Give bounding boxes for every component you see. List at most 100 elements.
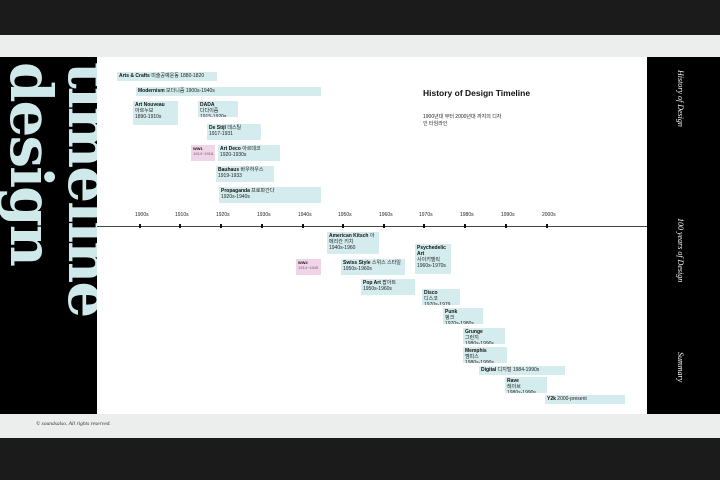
movement-korean: 아르데코 <box>240 146 261 152</box>
page-title: History of Design Timeline <box>423 88 531 98</box>
movement-name: Pop Art <box>363 280 381 286</box>
movement-modernism: Modernism 모더니즘 1900s-1940s <box>136 87 321 96</box>
movement-de-stijl: De Stijl 데스틸 1917-1931 <box>207 124 261 140</box>
axis-year-label: 1920s <box>216 212 230 218</box>
axis-year-label: 1990s <box>501 212 515 218</box>
movement-name: American Kitsch <box>329 233 369 239</box>
axis-tick <box>220 224 222 228</box>
movement-punk: Punk 펑크 1970s-1980s <box>443 308 483 324</box>
movement-name: Rave <box>507 378 519 384</box>
movement-years: 1950s-1960s <box>343 266 372 272</box>
movement-korean: 아메리칸 키치 <box>329 233 375 245</box>
right-label-summary: Summary <box>676 352 685 383</box>
movement-digital: Digital 디지털 1984-1990s <box>479 366 565 375</box>
axis-tick <box>423 224 425 228</box>
axis-year-label: 1980s <box>460 212 474 218</box>
movement-memphis: Memphis 멤피스 1980s-1990s <box>463 347 507 363</box>
movement-name: Arts & Crafts <box>119 73 150 79</box>
movement-grunge: Grunge 그런지 1980s-1990s <box>463 328 505 344</box>
movement-years: 1980s-1990s <box>465 360 494 363</box>
axis-tick <box>383 224 385 228</box>
movement-years: 1980s-1990s <box>507 390 536 393</box>
movement-name: De Stijl <box>209 125 226 131</box>
movement-korean: 디스코 <box>424 296 438 302</box>
top-black-band <box>0 0 720 35</box>
movement-art-deco: Art Deco 아르데코 1920-1930s <box>218 145 280 161</box>
movement-name: Punk <box>445 309 458 315</box>
movement-pop-art: Pop Art 팝아트 1950s-1960s <box>361 279 415 295</box>
movement-name: Grunge <box>465 329 483 335</box>
axis-year-label: 1930s <box>257 212 271 218</box>
axis-tick <box>464 224 466 228</box>
footer-strip <box>0 414 720 438</box>
movement-years: 1950s-1960s <box>363 286 392 292</box>
movement-korean: 아르누보 <box>135 108 154 114</box>
movement-years: 1914~1918 <box>193 151 214 156</box>
axis-year-label: 1900s <box>135 212 149 218</box>
bottom-black-band <box>0 438 720 480</box>
movement-name: Modernism <box>138 88 165 94</box>
axis-tick <box>261 224 263 228</box>
axis-tick <box>302 224 304 228</box>
movement-name: Digital <box>481 367 497 373</box>
movement-korean: 레이브 <box>507 384 521 390</box>
movement-korean: 바우하우스 <box>239 167 264 173</box>
movement-name: DADA <box>200 102 215 108</box>
movement-rave: Rave 레이브 1980s-1990s <box>505 377 547 393</box>
movement-korean: 사이키델릭 <box>417 257 441 263</box>
movement-american-kitsch: American Kitsch 아메리칸 키치 1940s-1960 <box>327 232 379 254</box>
side-word-design: design <box>0 62 65 265</box>
footer-copyright: © soundsalso. All rights reserved. <box>36 421 111 427</box>
movement-name: Propaganda <box>221 188 250 194</box>
movement-ww1: WW1 1914~1918 <box>191 145 215 161</box>
movement-years: 1940s-1960 <box>329 245 356 251</box>
movement-years: 1914~1945 <box>298 265 319 270</box>
movement-years: 1915-1920s <box>200 114 227 117</box>
axis-year-label: 1970s <box>419 212 433 218</box>
axis-year-label: 1950s <box>338 212 352 218</box>
movement-disco: Disco 디스코 1970s-1979 <box>422 289 460 305</box>
movement-psychedelic-art: Psychedelic Art 사이키델릭 1960s-1970s <box>415 244 451 274</box>
right-label-100-years: 100 years of Design <box>676 218 685 283</box>
movement-korean: 그런지 <box>465 335 479 341</box>
movement-swiss-style: Swiss Style 스위스 스타일 1950s-1960s <box>341 259 405 275</box>
right-label-history: History of Design <box>676 70 685 127</box>
movement-name: WW1 <box>193 146 203 151</box>
movement-arts-crafts: Arts & Crafts 미술공예운동 1880-1820 <box>117 72 217 81</box>
axis-year-label: 1940s <box>298 212 312 218</box>
movement-name: Memphis <box>465 348 487 354</box>
movement-years: 1920-1930s <box>220 152 247 158</box>
axis-tick <box>342 224 344 228</box>
movement-years: 1960s-1970s <box>417 263 446 269</box>
movement-years: 1917-1931 <box>209 131 233 137</box>
movement-detail: 모더니즘 1900s-1940s <box>164 88 215 94</box>
movement-bauhaus: Bauhaus 바우하우스 1919-1933 <box>216 166 274 182</box>
movement-propaganda: Propaganda 프로파간다 1920s-1940s <box>219 187 321 203</box>
page-subtitle: 1900년대 부터 2000년대 까지의 디자인 타임라인 <box>423 114 502 127</box>
movement-name: Swiss Style <box>343 260 371 266</box>
movement-korean: 다다이즘 <box>200 108 219 114</box>
axis-year-label: 1960s <box>379 212 393 218</box>
movement-korean: 팝아트 <box>380 280 397 286</box>
movement-name: Psychedelic Art <box>417 245 446 257</box>
movement-detail: 미술공예운동 1880-1820 <box>149 73 205 79</box>
movement-ww2: WW2 1914~1945 <box>296 259 321 275</box>
movement-years: 1970s-1980s <box>445 321 474 324</box>
axis-tick <box>546 224 548 228</box>
movement-name: Bauhaus <box>218 167 240 173</box>
axis-tick <box>179 224 181 228</box>
movement-korean: 스위스 스타일 <box>370 260 401 266</box>
movement-name: Disco <box>424 290 438 296</box>
movement-korean: 멤피스 <box>465 354 479 360</box>
movement-name: Art Deco <box>220 146 241 152</box>
movement-detail: 2000-present <box>555 396 587 402</box>
movement-korean: 프로파간다 <box>249 188 275 194</box>
axis-year-label: 1910s <box>175 212 189 218</box>
movement-years: 1919-1933 <box>218 173 242 179</box>
movement-detail: 디지털 1984-1990s <box>496 367 540 373</box>
axis-tick <box>505 224 507 228</box>
movement-korean: 펑크 <box>445 315 455 321</box>
axis-year-label: 2000s <box>542 212 556 218</box>
timeline-axis <box>97 226 647 227</box>
movement-y2k: Y2k 2000-present <box>545 395 625 404</box>
